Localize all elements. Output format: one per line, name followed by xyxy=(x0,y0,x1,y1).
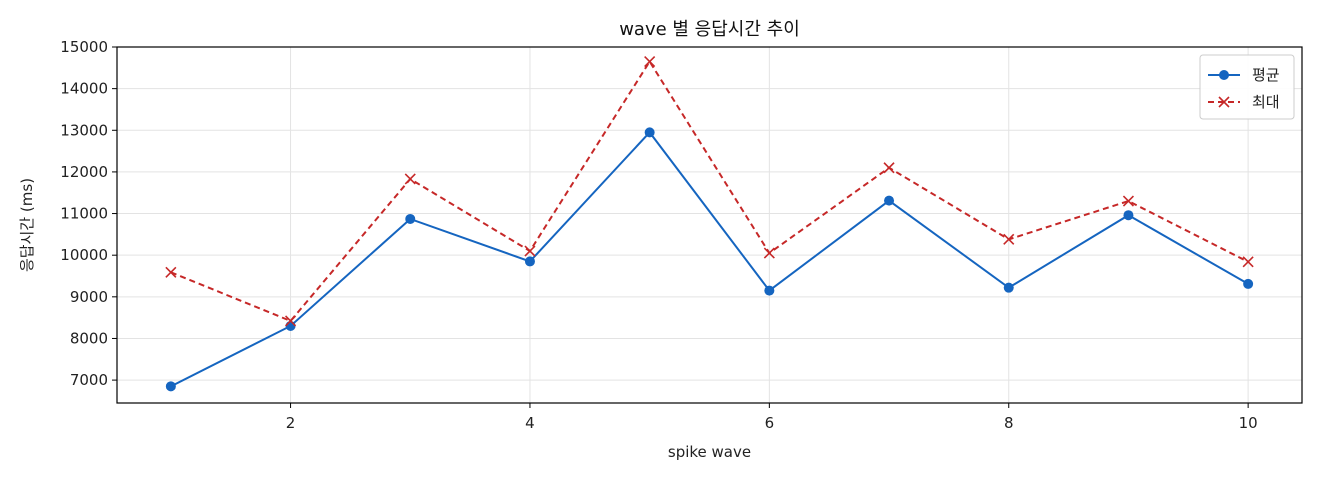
data-point xyxy=(405,213,416,224)
data-point xyxy=(524,245,536,257)
series-layer xyxy=(165,56,1254,392)
legend-item: 최대 xyxy=(1208,93,1280,111)
series-avg xyxy=(165,127,1254,392)
grid xyxy=(117,46,1302,403)
legend-label: 평균 xyxy=(1252,66,1280,84)
series-line xyxy=(170,59,1249,323)
data-point xyxy=(1243,278,1254,289)
series-line xyxy=(170,130,1249,388)
data-point xyxy=(1122,195,1135,207)
plot-frame xyxy=(116,46,1303,404)
data-point xyxy=(883,162,895,174)
y-tick-label: 7000 xyxy=(70,371,108,389)
data-point xyxy=(1242,256,1254,268)
series-max xyxy=(165,56,1254,327)
legend-marker xyxy=(1218,96,1230,108)
data-point xyxy=(404,173,416,185)
chart-title: wave 별 응답시간 추이 xyxy=(619,19,800,40)
x-tick-label: 4 xyxy=(525,414,535,432)
data-point xyxy=(524,256,535,267)
data-point xyxy=(764,285,775,296)
data-point xyxy=(284,315,297,327)
data-point xyxy=(285,320,296,331)
legend-box xyxy=(1199,54,1295,120)
data-point xyxy=(165,266,177,278)
legend-label: 최대 xyxy=(1252,93,1280,111)
data-point xyxy=(1003,282,1014,293)
data-point xyxy=(1123,210,1134,221)
y-axis-label: 응답시간 (ms) xyxy=(18,178,36,272)
y-tick-label: 11000 xyxy=(60,205,108,223)
y-tick-label: 12000 xyxy=(60,163,108,181)
data-point xyxy=(644,127,655,138)
x-axis-label: spike wave xyxy=(668,443,751,461)
data-point xyxy=(763,247,775,259)
x-tick-label: 10 xyxy=(1239,414,1258,432)
axis-ticks: 7000 8000 9000 10000 11000 12000 13000 14000 150… xyxy=(60,38,1257,432)
legend-item: 평균 xyxy=(1208,66,1280,84)
x-tick-label: 2 xyxy=(286,414,296,432)
x-tick-label: 6 xyxy=(765,414,775,432)
y-tick-label: 15000 xyxy=(60,38,108,56)
x-tick-label: 8 xyxy=(1004,414,1014,432)
y-tick-label: 9000 xyxy=(70,288,108,306)
data-point xyxy=(1003,233,1015,245)
y-tick-label: 10000 xyxy=(60,246,108,264)
y-tick-label: 13000 xyxy=(60,121,108,139)
data-point xyxy=(884,195,895,206)
legend-marker xyxy=(1219,70,1229,80)
y-tick-label: 14000 xyxy=(60,80,108,98)
y-tick-label: 8000 xyxy=(70,329,108,347)
data-point xyxy=(644,56,656,68)
data-point xyxy=(165,381,176,392)
